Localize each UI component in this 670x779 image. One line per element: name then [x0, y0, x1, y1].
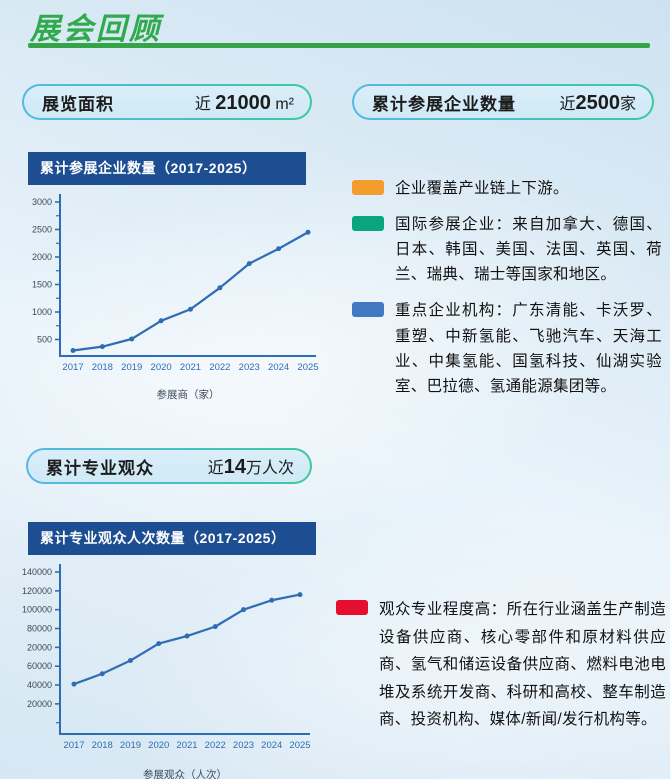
svg-text:2019: 2019 — [121, 362, 142, 373]
legend-item: 国际参展企业：来自加拿大、德国、日本、韩国、美国、法国、英国、荷兰、瑞典、瑞士等… — [352, 212, 662, 287]
stat-label: 累计专业观众 — [46, 458, 154, 478]
legend-text: 观众专业程度高：所在行业涵盖生产制造设备供应商、核心零部件和原材料供应商、氢气和… — [379, 601, 666, 729]
stat-pill-total-exhibitors: 累计参展企业数量 近2500家 — [352, 84, 654, 120]
svg-text:2024: 2024 — [268, 362, 289, 373]
svg-text:2024: 2024 — [261, 740, 282, 751]
svg-text:2022: 2022 — [209, 362, 230, 373]
svg-text:2017: 2017 — [62, 362, 83, 373]
svg-text:2025: 2025 — [297, 362, 318, 373]
svg-text:120000: 120000 — [22, 586, 52, 596]
svg-text:500: 500 — [37, 335, 52, 345]
svg-text:2500: 2500 — [32, 225, 52, 235]
svg-text:1500: 1500 — [32, 280, 52, 290]
svg-text:2017: 2017 — [63, 740, 84, 751]
visitors-legend: 观众专业程度高：所在行业涵盖生产制造设备供应商、核心零部件和原材料供应商、氢气和… — [336, 596, 666, 734]
green-swatch-icon — [352, 216, 384, 232]
stat-pill-exhibition-area: 展览面积 近 21000 m² — [22, 84, 312, 120]
stat-label: 展览面积 — [42, 94, 114, 114]
stat-value: 近 21000 m² — [194, 91, 294, 114]
red-swatch-icon — [336, 600, 368, 615]
stat-value: 近14万人次 — [207, 455, 294, 478]
legend-text: 重点企业机构：广东清能、卡沃罗、重塑、中新氢能、飞驰汽车、天海工业、中集氢能、国… — [395, 302, 662, 395]
svg-text:2025: 2025 — [289, 740, 310, 751]
svg-text:20000: 20000 — [27, 642, 52, 652]
chart2-title-bar: 累计专业观众人次数量（2017-2025） — [28, 522, 316, 555]
visitors-line-chart: 140000 120000 100000 80000 20000 60000 40000 20… — [22, 564, 311, 779]
svg-text:3000: 3000 — [32, 197, 52, 207]
svg-text:100000: 100000 — [22, 605, 52, 615]
stat-label: 累计参展企业数量 — [372, 94, 516, 114]
svg-text:2018: 2018 — [92, 740, 113, 751]
svg-text:2000: 2000 — [32, 252, 52, 262]
legend-item: 企业覆盖产业链上下游。 — [352, 176, 662, 201]
blue-swatch-icon — [352, 302, 384, 318]
svg-text:140000: 140000 — [22, 567, 52, 577]
svg-text:2018: 2018 — [92, 362, 113, 373]
svg-text:40000: 40000 — [27, 680, 52, 690]
svg-text:2021: 2021 — [176, 740, 197, 751]
svg-text:2020: 2020 — [151, 362, 172, 373]
orange-swatch-icon — [352, 180, 384, 195]
title-underline — [28, 43, 650, 48]
stat-pill-total-visitors: 累计专业观众 近14万人次 — [26, 448, 312, 484]
chart1-title-bar: 累计参展企业数量（2017-2025） — [28, 152, 306, 185]
legend-item: 重点企业机构：广东清能、卡沃罗、重塑、中新氢能、飞驰汽车、天海工业、中集氢能、国… — [352, 298, 662, 398]
svg-text:2022: 2022 — [205, 740, 226, 751]
legend-text: 企业覆盖产业链上下游。 — [395, 180, 569, 197]
svg-text:2020: 2020 — [148, 740, 169, 751]
svg-text:2023: 2023 — [233, 740, 254, 751]
exhibitors-line-chart: 3000 2500 2000 1500 1000 500 2017 2018 2019 2020 2… — [32, 194, 319, 401]
svg-text:60000: 60000 — [27, 661, 52, 671]
legend-text: 国际参展企业：来自加拿大、德国、日本、韩国、美国、法国、英国、荷兰、瑞典、瑞士等… — [395, 216, 662, 284]
companies-legend: 企业覆盖产业链上下游。 国际参展企业：来自加拿大、德国、日本、韩国、美国、法国、… — [352, 176, 662, 399]
page-title: 展会回顾 — [30, 13, 162, 46]
svg-text:参展观众（人次）: 参展观众（人次） — [143, 768, 227, 779]
svg-text:2021: 2021 — [180, 362, 201, 373]
svg-text:80000: 80000 — [27, 624, 52, 634]
svg-text:20000: 20000 — [27, 699, 52, 709]
svg-text:参展商（家）: 参展商（家） — [157, 388, 220, 401]
svg-text:1000: 1000 — [32, 307, 52, 317]
svg-text:2023: 2023 — [239, 362, 260, 373]
stat-value: 近2500家 — [559, 91, 636, 114]
svg-text:2019: 2019 — [120, 740, 141, 751]
legend-item: 观众专业程度高：所在行业涵盖生产制造设备供应商、核心零部件和原材料供应商、氢气和… — [336, 596, 666, 734]
